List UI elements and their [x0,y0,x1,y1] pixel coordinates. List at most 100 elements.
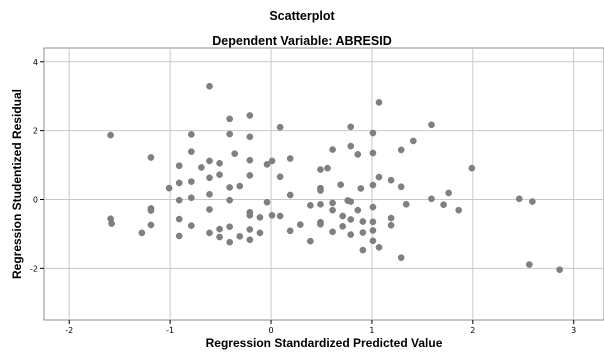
data-point [369,237,377,245]
data-point [226,130,233,138]
data-point [369,227,377,234]
data-point [188,148,195,155]
data-point [188,178,195,185]
x-tick-label: 2 [470,326,475,335]
data-point [445,189,452,197]
chart-subtitle: Dependent Variable: ABRESID [212,34,392,48]
data-point [317,220,324,228]
data-point [286,155,294,162]
data-point [428,195,435,203]
data-point [256,214,264,221]
data-point [402,201,410,208]
data-point [268,157,276,165]
data-point [347,198,355,205]
data-point [246,156,254,164]
data-point [339,212,346,220]
data-point [175,232,183,240]
data-point [286,191,294,199]
data-point [329,206,336,214]
x-axis-label: Regression Standardized Predicted Value [206,336,443,350]
data-point [226,196,233,204]
data-point [198,164,205,171]
data-point [175,215,183,223]
data-point [369,149,377,157]
chart-title: Scatterplot [269,9,335,23]
data-point [324,164,331,172]
data-point [359,229,367,236]
data-point [226,115,233,123]
data-point [175,196,183,204]
data-point [138,229,146,237]
data-point [357,185,365,192]
data-point [246,112,254,119]
data-point [276,123,284,131]
data-point [347,231,355,238]
data-point [375,99,383,106]
data-point [347,123,355,131]
data-point [108,220,115,227]
data-point [347,216,355,223]
data-point [175,162,183,170]
data-point [387,176,395,184]
data-point [397,146,405,154]
data-point [347,142,355,150]
data-point [256,229,264,237]
data-point [206,174,213,182]
data-point [206,206,213,213]
data-point [268,212,276,219]
data-point [276,212,284,220]
data-point [216,233,223,241]
data-point [216,171,223,179]
data-point [107,131,114,139]
data-point [455,206,463,214]
y-tick-label: 0 [33,195,38,204]
data-point [387,222,395,229]
data-point [440,201,447,208]
data-point [216,225,223,233]
data-point [147,207,155,214]
data-point [263,198,271,206]
data-point [369,181,377,189]
y-tick-label: -2 [30,264,38,273]
data-point [354,151,362,158]
data-point [339,223,346,230]
y-axis-label: Regression Studentized Residual [10,89,24,279]
x-tick-label: 3 [571,326,576,335]
data-point [296,221,304,228]
data-point [397,183,405,191]
y-tick-label: 2 [33,127,38,136]
data-point [206,82,213,90]
data-point [375,173,383,181]
x-tick-label: -2 [65,326,73,335]
data-point [354,206,362,214]
data-point [428,121,435,129]
data-point [188,222,195,229]
data-point [556,266,563,274]
data-point [307,237,314,245]
data-point [226,223,233,230]
data-point [375,244,383,251]
data-point [165,184,173,192]
data-point [263,161,271,168]
y-axis-ticks: -2 0 2 4 [30,58,44,273]
x-axis-ticks: -2 -1 0 1 2 3 [65,320,576,335]
data-point [359,218,367,225]
data-point [246,133,254,141]
data-point [246,172,254,179]
data-point [175,179,183,187]
data-point [369,129,377,137]
data-point [369,203,377,211]
data-point [526,261,533,268]
data-point [147,154,155,161]
data-point [206,191,213,198]
data-point [226,184,233,191]
data-point [329,228,336,236]
data-point [529,198,536,205]
data-point [317,201,324,208]
x-tick-label: -1 [166,326,174,335]
data-point [246,212,254,219]
data-point [276,173,284,181]
data-point [317,187,324,194]
y-tick-label: 4 [33,58,38,67]
